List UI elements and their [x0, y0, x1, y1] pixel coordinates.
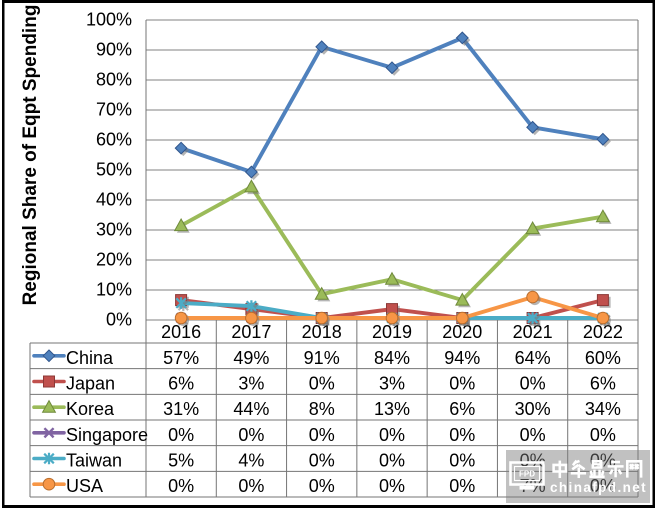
svg-text:57%: 57%	[163, 348, 199, 368]
svg-text:0%: 0%	[379, 451, 405, 471]
svg-text:2020: 2020	[442, 322, 482, 342]
svg-text:3%: 3%	[238, 374, 264, 394]
svg-text:70%: 70%	[96, 100, 132, 120]
svg-text:10%: 10%	[96, 280, 132, 300]
svg-text:60%: 60%	[96, 130, 132, 150]
svg-text:Taiwan: Taiwan	[66, 451, 122, 471]
svg-text:30%: 30%	[96, 220, 132, 240]
svg-text:90%: 90%	[96, 40, 132, 60]
svg-text:chinafpd.net: chinafpd.net	[550, 480, 647, 495]
svg-text:Japan: Japan	[66, 374, 115, 394]
svg-text:0%: 0%	[449, 425, 475, 445]
svg-text:6%: 6%	[590, 374, 616, 394]
svg-text:0%: 0%	[168, 476, 194, 496]
svg-text:91%: 91%	[304, 348, 340, 368]
svg-text:2019: 2019	[372, 322, 412, 342]
svg-text:34%: 34%	[585, 399, 621, 419]
svg-text:64%: 64%	[515, 348, 551, 368]
svg-text:0%: 0%	[168, 425, 194, 445]
svg-text:44%: 44%	[233, 399, 269, 419]
svg-text:0%: 0%	[379, 425, 405, 445]
svg-text:0%: 0%	[520, 374, 546, 394]
svg-text:0%: 0%	[238, 425, 264, 445]
svg-text:0%: 0%	[106, 310, 132, 330]
svg-text:8%: 8%	[309, 399, 335, 419]
svg-text:0%: 0%	[449, 451, 475, 471]
svg-text:0%: 0%	[309, 374, 335, 394]
svg-text:94%: 94%	[444, 348, 480, 368]
svg-text:2017: 2017	[231, 322, 271, 342]
svg-text:49%: 49%	[233, 348, 269, 368]
svg-text:2018: 2018	[302, 322, 342, 342]
svg-text:50%: 50%	[96, 160, 132, 180]
svg-text:3%: 3%	[379, 374, 405, 394]
svg-text:4%: 4%	[238, 451, 264, 471]
svg-text:0%: 0%	[449, 476, 475, 496]
svg-text:Korea: Korea	[66, 399, 115, 419]
svg-text:2022: 2022	[583, 322, 623, 342]
svg-text:2021: 2021	[513, 322, 553, 342]
svg-text:0%: 0%	[379, 476, 405, 496]
svg-text:40%: 40%	[96, 190, 132, 210]
svg-text:0%: 0%	[449, 374, 475, 394]
svg-text:84%: 84%	[374, 348, 410, 368]
svg-text:0%: 0%	[238, 476, 264, 496]
svg-text:31%: 31%	[163, 399, 199, 419]
svg-text:2016: 2016	[161, 322, 201, 342]
svg-text:60%: 60%	[585, 348, 621, 368]
svg-text:0%: 0%	[520, 451, 546, 471]
svg-text:Singapore: Singapore	[66, 425, 148, 445]
svg-text:6%: 6%	[168, 374, 194, 394]
svg-text:USA: USA	[66, 476, 103, 496]
svg-text:Regional Share of Eqpt Spendin: Regional Share of Eqpt Spending	[20, 5, 41, 306]
svg-text:0%: 0%	[590, 476, 616, 496]
svg-text:5%: 5%	[168, 451, 194, 471]
svg-text:6%: 6%	[449, 399, 475, 419]
svg-text:0%: 0%	[590, 425, 616, 445]
svg-text:20%: 20%	[96, 250, 132, 270]
svg-text:80%: 80%	[96, 70, 132, 90]
svg-text:100%: 100%	[86, 10, 132, 30]
svg-text:China: China	[66, 348, 114, 368]
svg-text:0%: 0%	[309, 425, 335, 445]
svg-text:FPD: FPD	[519, 470, 535, 479]
svg-text:30%: 30%	[515, 399, 551, 419]
svg-text:0%: 0%	[309, 451, 335, 471]
svg-text:13%: 13%	[374, 399, 410, 419]
svg-text:0%: 0%	[309, 476, 335, 496]
svg-text:0%: 0%	[520, 425, 546, 445]
